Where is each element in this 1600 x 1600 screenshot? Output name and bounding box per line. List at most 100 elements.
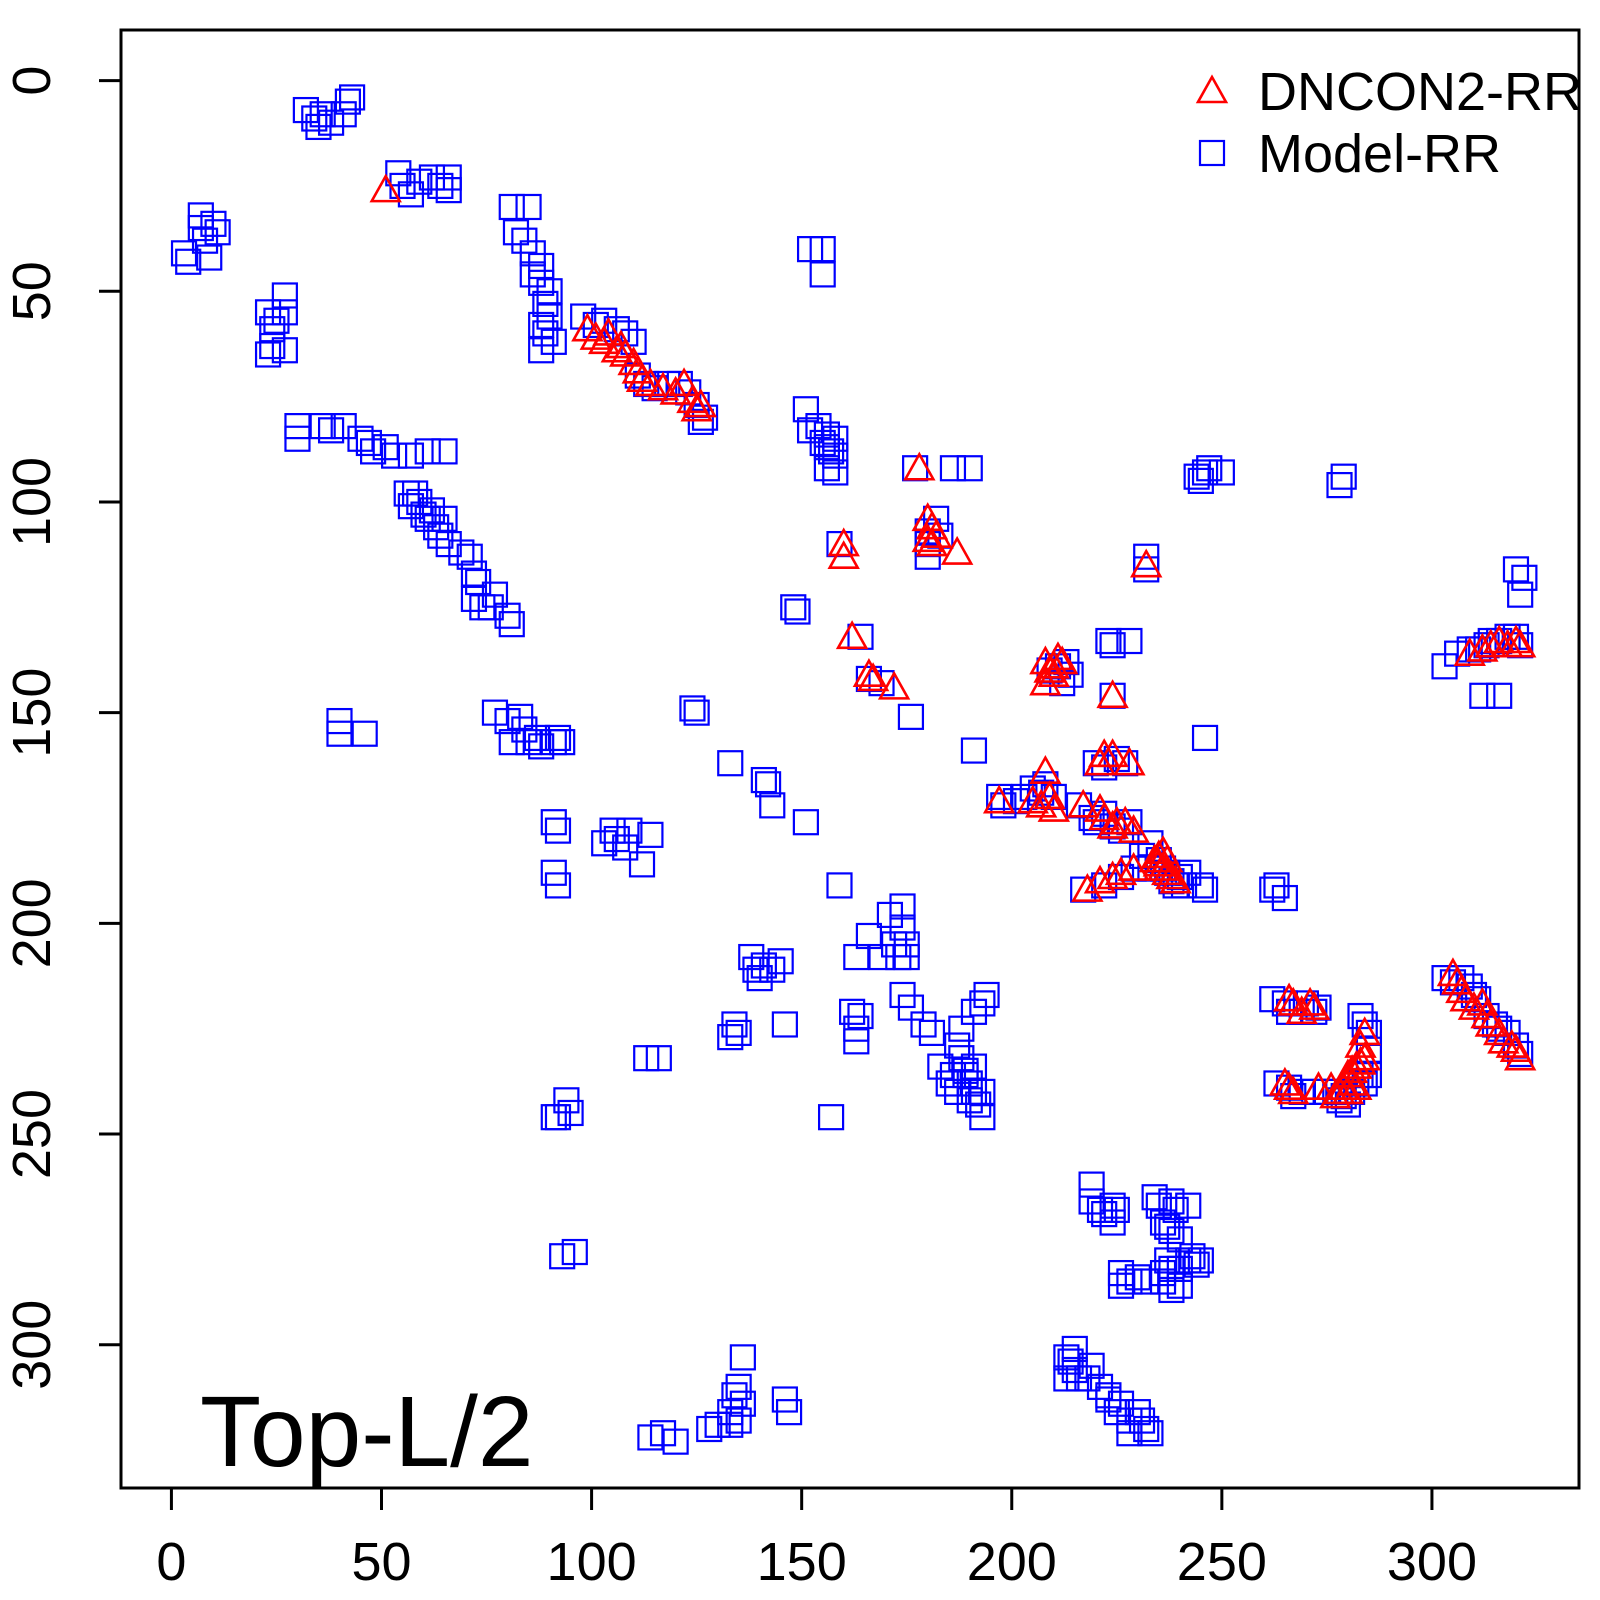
data-point-triangle xyxy=(1466,986,1499,1016)
data-point-square xyxy=(372,434,399,461)
data-point-square xyxy=(721,1382,748,1409)
data-point-square xyxy=(725,1407,752,1434)
data-point-triangle xyxy=(1033,780,1066,810)
data-point-triangle xyxy=(1066,788,1100,818)
y-axis: 0 50 100 150 200 250 300 xyxy=(2,66,123,1390)
data-point-triangle xyxy=(1272,1071,1306,1100)
data-point-square xyxy=(544,817,572,844)
y-tick-label: 300 xyxy=(2,1300,62,1390)
data-point-square xyxy=(1149,1268,1177,1295)
data-point-square xyxy=(729,1390,756,1417)
data-point-triangle xyxy=(659,375,692,405)
x-tick-label: 250 xyxy=(1177,1532,1267,1592)
data-point-square xyxy=(402,480,429,507)
data-point-square xyxy=(427,172,454,200)
data-point-square xyxy=(1057,1348,1084,1375)
data-point-triangle xyxy=(911,523,944,553)
data-point-triangle xyxy=(1348,1016,1381,1046)
data-point-square xyxy=(544,724,572,752)
data-point-square xyxy=(460,560,488,587)
data-point-square xyxy=(628,851,656,878)
data-point-square xyxy=(822,459,849,486)
data-point-square xyxy=(1469,682,1496,709)
data-point-triangle xyxy=(1130,548,1163,578)
data-point-square xyxy=(284,425,311,452)
data-point-square xyxy=(784,598,811,625)
data-point-square xyxy=(717,1024,744,1051)
data-point-triangle xyxy=(1272,982,1306,1012)
data-point-square xyxy=(1078,1352,1105,1379)
x-tick-label: 50 xyxy=(351,1532,411,1592)
y-tick-label: 250 xyxy=(2,1089,62,1179)
data-point-square xyxy=(780,594,807,621)
data-point-square xyxy=(309,101,336,128)
series-model-rr xyxy=(170,84,1538,1455)
data-point-square xyxy=(582,311,609,339)
data-point-square xyxy=(767,948,794,975)
data-point-triangle xyxy=(915,527,949,557)
data-point-square xyxy=(301,105,328,132)
data-point-square xyxy=(330,101,357,128)
data-point-square xyxy=(1133,1415,1160,1443)
data-point-square xyxy=(792,809,819,836)
data-point-square xyxy=(1124,1264,1151,1291)
data-point-square xyxy=(427,522,454,549)
data-point-square xyxy=(809,261,836,288)
y-tick-label: 150 xyxy=(2,668,62,758)
data-point-triangle xyxy=(1096,738,1129,768)
data-point-square xyxy=(1137,1420,1164,1447)
data-point-square xyxy=(1191,724,1219,752)
data-point-triangle xyxy=(1029,666,1062,696)
data-point-square xyxy=(1158,1276,1185,1304)
data-point-square xyxy=(750,766,777,794)
data-point-triangle xyxy=(579,320,613,350)
data-point-square xyxy=(254,341,282,368)
data-point-square xyxy=(351,720,378,747)
data-point-square xyxy=(519,261,546,288)
data-point-square xyxy=(817,1104,845,1131)
data-point-square xyxy=(498,193,525,221)
data-point-square xyxy=(771,1011,798,1038)
data-point-square xyxy=(679,695,706,722)
data-point-square xyxy=(893,943,920,971)
x-tick-label: 200 xyxy=(967,1532,1057,1592)
legend-marker-model-rr xyxy=(1198,139,1226,167)
x-tick-label: 150 xyxy=(757,1532,847,1592)
data-point-square xyxy=(549,729,576,756)
data-point-square xyxy=(1511,564,1538,591)
data-point-square xyxy=(381,442,408,469)
data-point-triangle xyxy=(1155,860,1188,890)
data-point-square xyxy=(725,1373,752,1400)
data-point-square xyxy=(1116,627,1143,655)
data-point-square xyxy=(750,952,777,979)
data-point-square xyxy=(200,210,227,237)
data-point-square xyxy=(502,219,530,246)
data-point-triangle xyxy=(1037,792,1071,822)
data-point-triangle xyxy=(1340,1049,1373,1079)
data-point-square xyxy=(1158,1188,1185,1215)
data-point-square xyxy=(742,956,769,983)
data-point-triangle xyxy=(1499,624,1533,654)
data-point-triangle xyxy=(1113,746,1146,776)
data-point-square xyxy=(717,750,744,777)
data-point-square xyxy=(1099,632,1126,659)
data-point-square xyxy=(704,1411,731,1438)
data-point-square xyxy=(536,303,563,330)
data-point-square xyxy=(616,817,643,844)
data-point-square xyxy=(1166,1272,1193,1299)
axes-layer: 0 50 100 150 200 250 300 0 50 100 150 200 250 300 xyxy=(2,66,1477,1592)
data-point-square xyxy=(326,720,353,747)
data-point-square xyxy=(435,177,462,204)
x-axis: 0 50 100 150 200 250 300 xyxy=(156,1486,1477,1592)
data-point-square xyxy=(1183,1251,1210,1278)
y-tick-label: 200 xyxy=(2,878,62,968)
data-point-square xyxy=(204,219,231,246)
data-point-square xyxy=(973,981,1000,1009)
data-point-square xyxy=(460,585,488,612)
y-tick-label: 100 xyxy=(2,457,62,547)
legend-marker-dncon2-rr xyxy=(1195,74,1229,104)
plot-frame xyxy=(119,28,1581,1490)
series-dncon2-rr xyxy=(369,173,1537,1109)
data-point-triangle xyxy=(1071,872,1104,902)
data-point-triangle xyxy=(1293,986,1327,1016)
